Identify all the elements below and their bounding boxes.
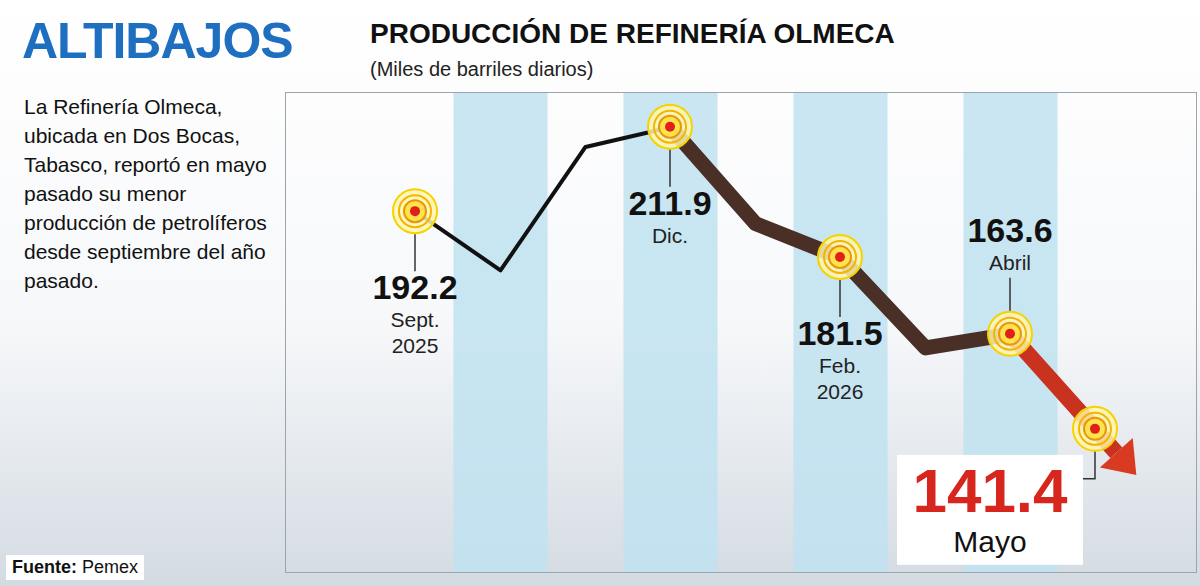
html-text:PRODUCCIÓN DE REFINERÍA OLMECA: PRODUCCIÓN DE REFINERÍA OLMECA bbox=[370, 18, 895, 49]
svg-text:Feb.: Feb. bbox=[819, 354, 861, 377]
svg-text:141.4: 141.4 bbox=[912, 456, 1068, 525]
svg-text:181.5: 181.5 bbox=[797, 314, 882, 352]
svg-text:163.6: 163.6 bbox=[967, 211, 1052, 249]
svg-text:2025: 2025 bbox=[392, 334, 439, 357]
html-text:(Miles de barriles diarios): (Miles de barriles diarios) bbox=[370, 58, 594, 80]
html-text:La Refinería Olmeca, ubicada e: La Refinería Olmeca, ubicada en Dos Boca… bbox=[24, 95, 267, 292]
svg-text:Abril: Abril bbox=[989, 251, 1031, 274]
html-text:Fuente: Pemex: Fuente: Pemex bbox=[12, 557, 138, 577]
svg-text:2026: 2026 bbox=[817, 380, 864, 403]
svg-text:Sept.: Sept. bbox=[390, 308, 439, 331]
svg-text:211.9: 211.9 bbox=[628, 184, 711, 222]
svg-text:Dic.: Dic. bbox=[652, 224, 688, 247]
html-text:ALTIBAJOS: ALTIBAJOS bbox=[22, 13, 293, 69]
svg-text:192.2: 192.2 bbox=[372, 268, 457, 306]
svg-text:Mayo: Mayo bbox=[953, 525, 1026, 558]
